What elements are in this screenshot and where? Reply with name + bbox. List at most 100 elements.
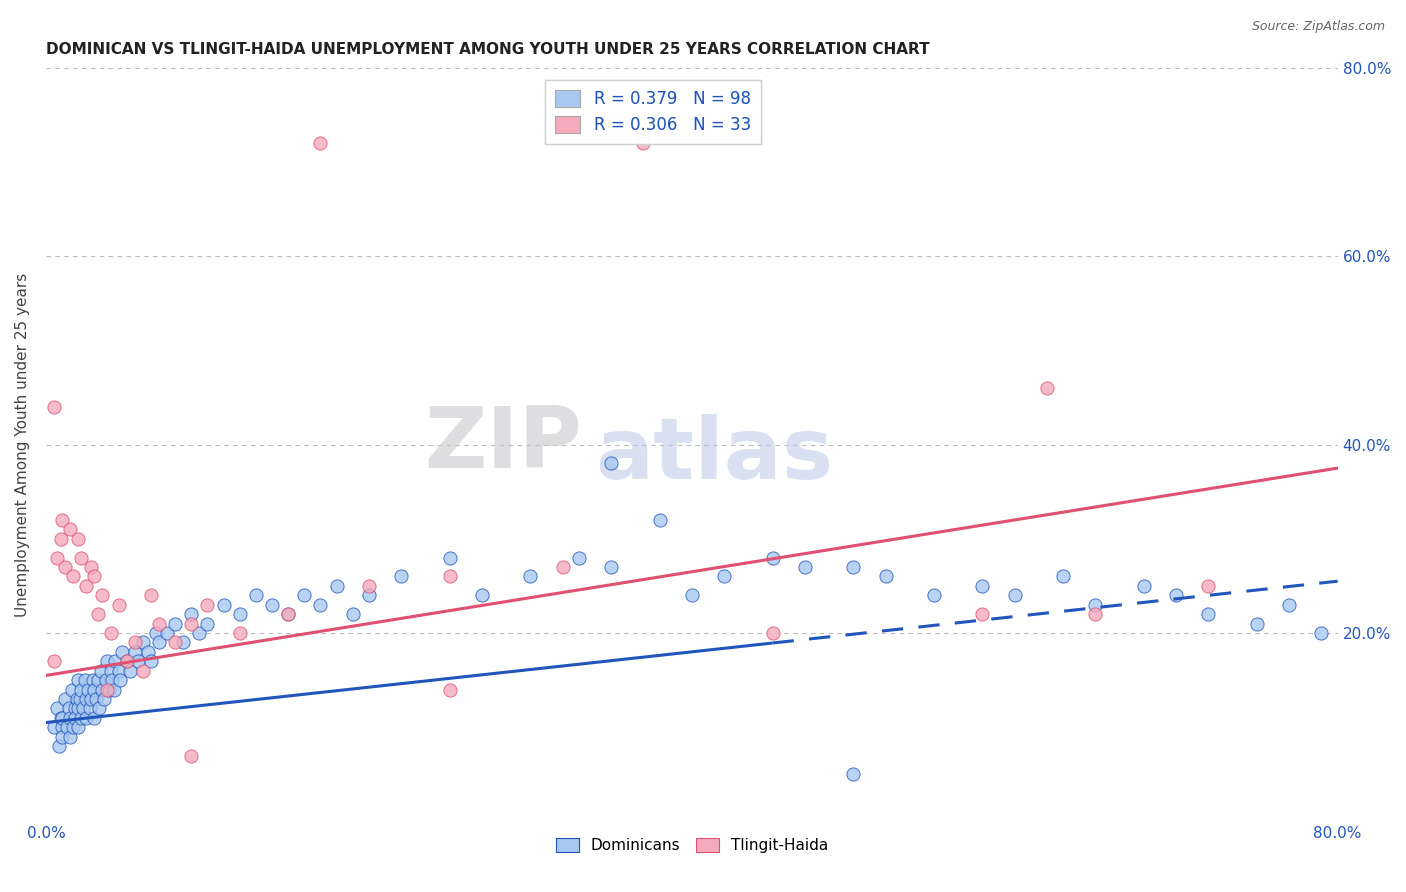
Point xyxy=(139,588,162,602)
Point xyxy=(91,588,114,602)
Point xyxy=(681,588,703,602)
Point xyxy=(94,673,117,687)
Point xyxy=(136,645,159,659)
Point xyxy=(212,598,235,612)
Point xyxy=(89,701,111,715)
Point xyxy=(75,579,97,593)
Point xyxy=(62,720,84,734)
Point xyxy=(277,607,299,622)
Point xyxy=(70,682,93,697)
Point xyxy=(325,579,347,593)
Point xyxy=(51,730,73,744)
Point xyxy=(156,626,179,640)
Point xyxy=(148,616,170,631)
Point xyxy=(1198,579,1220,593)
Point xyxy=(197,598,219,612)
Point xyxy=(110,673,132,687)
Point xyxy=(165,616,187,631)
Point xyxy=(132,664,155,678)
Point xyxy=(519,569,541,583)
Point xyxy=(107,598,129,612)
Point xyxy=(228,626,250,640)
Y-axis label: Unemployment Among Youth under 25 years: Unemployment Among Youth under 25 years xyxy=(15,272,30,616)
Point xyxy=(842,767,865,781)
Point xyxy=(471,588,494,602)
Point xyxy=(56,720,79,734)
Point xyxy=(86,607,108,622)
Point xyxy=(172,635,194,649)
Point xyxy=(972,579,994,593)
Point xyxy=(101,673,124,687)
Point xyxy=(922,588,945,602)
Point xyxy=(180,748,202,763)
Point xyxy=(42,400,65,414)
Point xyxy=(139,654,162,668)
Point xyxy=(91,682,114,697)
Point xyxy=(104,654,127,668)
Point xyxy=(83,569,105,583)
Point xyxy=(46,701,69,715)
Point xyxy=(292,588,315,602)
Point xyxy=(1084,607,1107,622)
Point xyxy=(115,654,138,668)
Point xyxy=(972,607,994,622)
Point xyxy=(63,701,86,715)
Point xyxy=(568,550,591,565)
Point xyxy=(97,682,120,697)
Point xyxy=(309,136,332,150)
Point xyxy=(145,626,167,640)
Point xyxy=(188,626,211,640)
Point xyxy=(111,645,134,659)
Point xyxy=(58,701,80,715)
Point xyxy=(127,654,149,668)
Point xyxy=(86,673,108,687)
Point xyxy=(1036,381,1059,395)
Text: atlas: atlas xyxy=(595,415,834,498)
Point xyxy=(245,588,267,602)
Point xyxy=(83,711,105,725)
Point xyxy=(51,513,73,527)
Point xyxy=(72,701,94,715)
Point xyxy=(648,513,671,527)
Point xyxy=(79,701,101,715)
Point xyxy=(53,692,76,706)
Point xyxy=(42,654,65,668)
Point xyxy=(107,664,129,678)
Point xyxy=(96,654,118,668)
Point xyxy=(1004,588,1026,602)
Point xyxy=(80,560,103,574)
Point xyxy=(42,720,65,734)
Point xyxy=(1166,588,1188,602)
Point xyxy=(77,682,100,697)
Point xyxy=(46,550,69,565)
Point xyxy=(124,635,146,649)
Point xyxy=(1198,607,1220,622)
Point xyxy=(96,682,118,697)
Point xyxy=(713,569,735,583)
Point xyxy=(51,711,73,725)
Point xyxy=(389,569,412,583)
Point xyxy=(132,635,155,649)
Point xyxy=(793,560,815,574)
Point xyxy=(67,701,90,715)
Point xyxy=(100,664,122,678)
Point xyxy=(180,616,202,631)
Point xyxy=(80,692,103,706)
Text: ZIP: ZIP xyxy=(425,403,582,486)
Point xyxy=(63,711,86,725)
Point xyxy=(260,598,283,612)
Point xyxy=(51,720,73,734)
Legend: R = 0.379   N = 98, R = 0.306   N = 33: R = 0.379 N = 98, R = 0.306 N = 33 xyxy=(546,79,761,145)
Point xyxy=(93,692,115,706)
Point xyxy=(118,664,141,678)
Point xyxy=(69,692,91,706)
Point xyxy=(633,136,655,150)
Point xyxy=(103,682,125,697)
Point xyxy=(180,607,202,622)
Point xyxy=(342,607,364,622)
Point xyxy=(761,626,783,640)
Point xyxy=(197,616,219,631)
Point xyxy=(67,532,90,546)
Point xyxy=(115,654,138,668)
Point xyxy=(357,588,380,602)
